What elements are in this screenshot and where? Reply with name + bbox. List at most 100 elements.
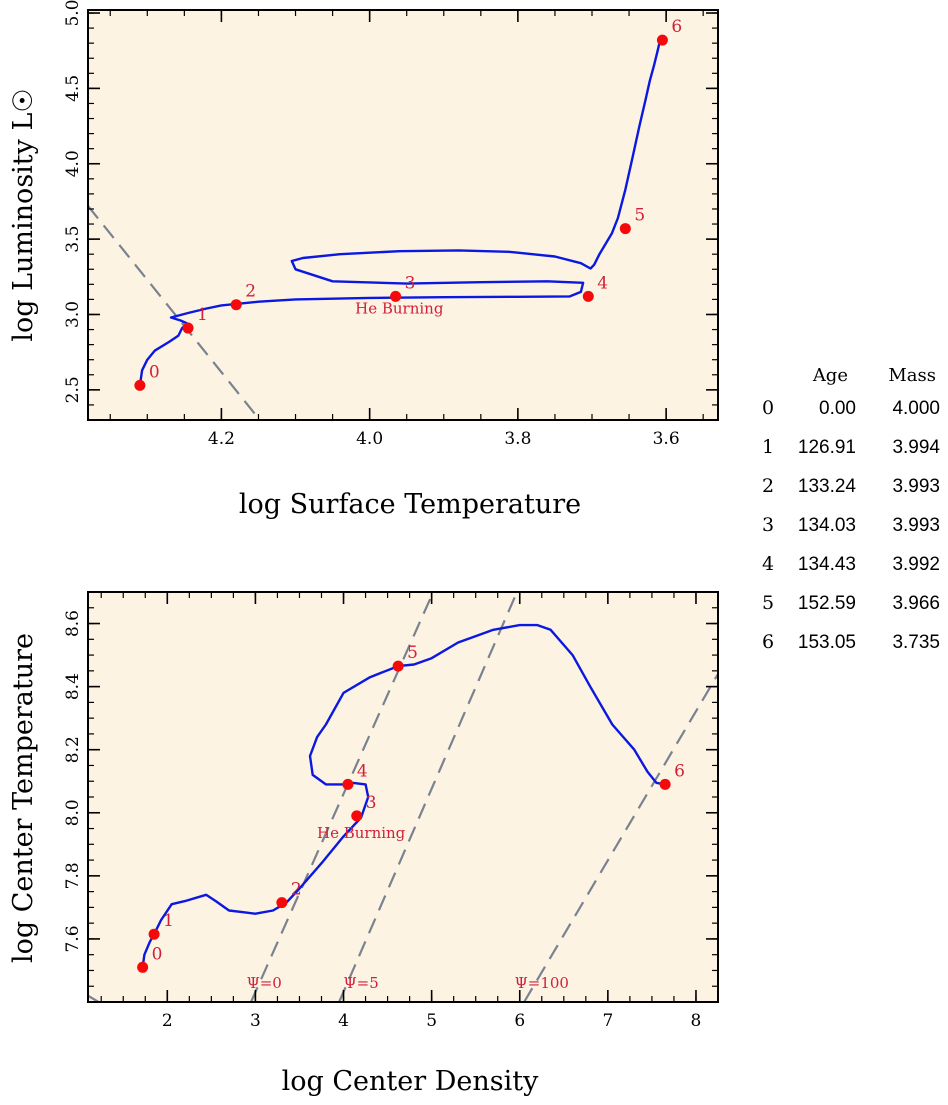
evolution-point-marker: [182, 322, 194, 334]
y-tick-label: 2.5: [63, 376, 83, 403]
x-tick-label: 4.0: [356, 429, 383, 449]
y-tick-label: 8.6: [63, 610, 83, 637]
plot-content: [88, 39, 662, 420]
table-row-index: 5: [762, 592, 774, 614]
degeneracy-guide-line: [523, 673, 718, 1002]
evolution-point-marker: [392, 660, 404, 672]
table-row-mass: 3.993: [892, 515, 940, 536]
y-tick-label: 5.0: [63, 0, 83, 27]
evolution-point-marker: [230, 299, 242, 311]
table-row-age: 153.05: [798, 632, 856, 653]
evolution-point-label: 3: [366, 793, 377, 813]
table-row-age: 133.24: [798, 476, 857, 497]
y-tick-label: 4.0: [63, 150, 83, 177]
evolution-point-label: 1: [163, 911, 174, 931]
x-tick-label: 3.6: [653, 429, 680, 449]
evolution-point-marker: [659, 778, 671, 790]
y-tick-label: 8.2: [63, 736, 83, 763]
evolution-point-label: 1: [197, 305, 208, 325]
degeneracy-guide-line: [88, 205, 262, 420]
evolution-point-label: 0: [149, 362, 160, 382]
density-diagram-frame: [87, 591, 719, 1003]
hr-diagram-layer: 0 1 2 3 4 5 6 He Burning 4.2 4.0 3.8 3.6 2.5 3.0 3.5 4.…: [63, 0, 718, 449]
evolution-point-marker: [148, 928, 160, 940]
table-row-mass: 3.735: [892, 632, 940, 653]
table-header: Mass: [888, 365, 936, 386]
table-row-age: 152.59: [798, 593, 856, 614]
annotation-text: He Burning: [355, 300, 444, 318]
hr-diagram-plot-area: [88, 10, 718, 420]
hr-x-axis-label: log Surface Temperature: [239, 489, 581, 520]
x-tick-label: 8: [691, 1011, 702, 1031]
evolution-point-label: 2: [245, 282, 256, 302]
evolution-point-marker: [351, 810, 363, 822]
evolution-point-marker: [134, 379, 146, 391]
table-row-mass: 3.993: [892, 476, 940, 497]
evolution-point-marker: [656, 34, 668, 46]
plot-content: [88, 592, 718, 1002]
annotation-text: He Burning: [317, 824, 406, 842]
table-row-mass: 3.994: [892, 437, 940, 458]
table-header: Age: [812, 365, 848, 386]
table-row-index: 4: [762, 553, 774, 575]
table-row-mass: 3.992: [892, 554, 940, 575]
y-tick-label: 3.0: [63, 301, 83, 328]
y-tick-label: 7.8: [63, 862, 83, 889]
evolution-point-label: 6: [671, 17, 682, 37]
x-tick-label: 6: [514, 1011, 525, 1031]
evolution-point-marker: [619, 223, 631, 235]
annotation-text: Ψ=5: [344, 974, 379, 992]
evolution-point-marker: [582, 290, 594, 302]
evolution-point-label: 6: [674, 761, 685, 781]
x-tick-label: 7: [602, 1011, 613, 1031]
table-row-age: 134.03: [798, 515, 856, 536]
y-tick-label: 7.6: [63, 925, 83, 952]
evolution-point-label: 5: [407, 643, 418, 663]
evolution-track-line: [138, 39, 662, 386]
x-tick-label: 4.2: [208, 429, 235, 449]
evolution-point-label: 4: [357, 761, 368, 781]
annotation-text: Ψ=0: [247, 974, 282, 992]
hr-y-axis-label: log Luminosity L☉: [8, 88, 39, 341]
density-diagram-layer: 01 2 3 4 5 6 He Burning Ψ=0 Ψ=5 Ψ=100 2 3 4 5 6 7 8 7.6 7.…: [63, 591, 719, 1031]
evolution-point-label: 5: [634, 206, 645, 226]
x-tick-label: 5: [426, 1011, 437, 1031]
x-tick-label: 3.8: [504, 429, 531, 449]
evolution-point-label: 2: [291, 880, 302, 900]
x-tick-label: 2: [162, 1011, 173, 1031]
table-row-index: 6: [762, 631, 774, 653]
y-tick-label: 8.4: [63, 673, 83, 700]
table-row-index: 2: [762, 475, 774, 497]
degeneracy-guide-line: [88, 994, 100, 1002]
table-row-index: 1: [762, 436, 774, 458]
evolution-point-marker: [276, 897, 288, 909]
x-tick-label: 3: [250, 1011, 261, 1031]
degeneracy-guide-line: [250, 592, 435, 1002]
evolution-point-marker: [342, 778, 354, 790]
evolution-point-marker: [137, 961, 149, 973]
age-mass-table: Age Mass 0 0.00 4.000 1 126.91 3.994 2 133.24 3.99…: [762, 365, 940, 653]
annotation-text: Ψ=100: [515, 974, 569, 992]
x-tick-label: 4: [338, 1011, 349, 1031]
y-tick-label: 8.0: [63, 799, 83, 826]
y-tick-label: 3.5: [63, 226, 83, 253]
table-row-index: 3: [762, 514, 774, 536]
table-row-age: 126.91: [798, 437, 856, 458]
table-row-mass: 3.966: [892, 593, 940, 614]
evolution-point-label: 4: [597, 273, 608, 293]
table-row-index: 0: [762, 397, 774, 419]
evolution-point-label: 3: [405, 273, 416, 293]
y-tick-label: 4.5: [63, 75, 83, 102]
hr-diagram-frame: [87, 9, 719, 421]
table-row-age: 0.00: [819, 398, 856, 419]
density-x-axis-label: log Center Density: [282, 1066, 539, 1097]
degeneracy-guide-line: [338, 592, 519, 1002]
density-plot-area: [88, 592, 718, 1002]
evolution-track-line: [141, 623, 666, 968]
evolution-point-marker: [390, 290, 402, 302]
evolution-point-label: 0: [152, 944, 163, 964]
table-row-mass: 4.000: [892, 398, 940, 419]
table-row-age: 134.43: [798, 554, 856, 575]
density-y-axis-label: log Center Temperature: [8, 633, 39, 963]
